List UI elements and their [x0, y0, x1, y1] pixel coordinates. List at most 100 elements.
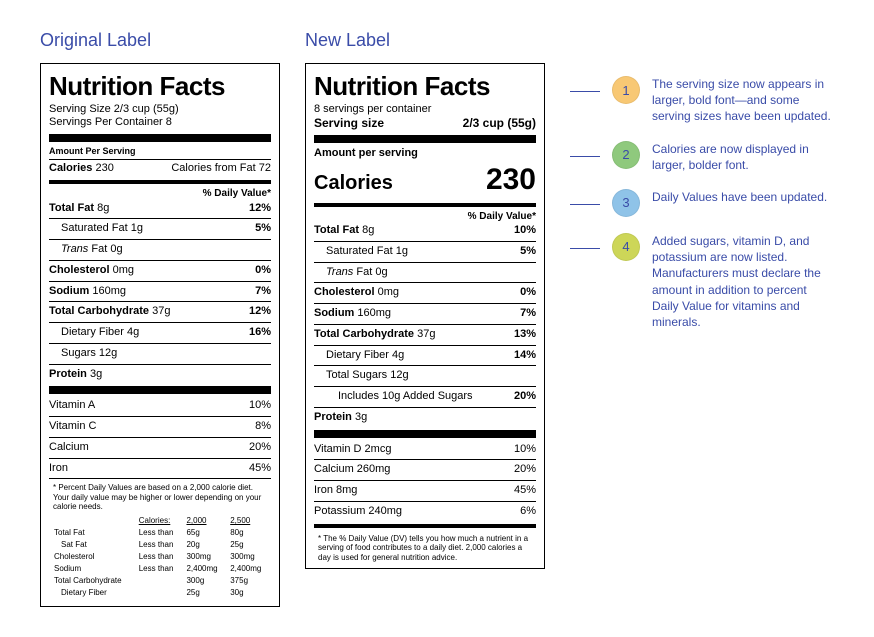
callout-text: Daily Values have been updated. [652, 189, 827, 205]
rule [314, 324, 536, 325]
new-servings-per: 8 servings per container [314, 103, 536, 117]
orig-vitamins: Vitamin A10% Vitamin C8% Calcium20% Iron45% [49, 398, 271, 476]
nutrient-row: Saturated Fat 1g5% [49, 221, 271, 237]
nutrient-row: Dietary Fiber 4g16% [49, 325, 271, 341]
orig-nutrients: Total Fat 8g12% Saturated Fat 1g5% Trans F… [49, 201, 271, 383]
vitamin-row: Iron45% [49, 461, 271, 477]
vitamin-row: Vitamin A10% [49, 398, 271, 414]
rule [314, 524, 536, 528]
new-label-box: Nutrition Facts 8 servings per container… [305, 63, 545, 569]
rule [314, 303, 536, 304]
new-title: New Label [305, 30, 545, 51]
callout-text: Added sugars, vitamin D, and potassium a… [652, 233, 834, 330]
nutrient-row: Protein 3g [49, 367, 271, 383]
rule [49, 437, 271, 438]
original-title: Original Label [40, 30, 280, 51]
new-vitamins: Vitamin D 2mcg10% Calcium 260mg20% Iron 8m… [314, 442, 536, 520]
nutrient-row: Sugars 12g [49, 346, 271, 362]
callouts-column: 1The serving size now appears in larger,… [570, 30, 834, 346]
rule [314, 365, 536, 366]
callout: 2 Calories are now displayed in larger, b… [570, 141, 834, 173]
nutrient-row: Total Fat 8g10% [314, 223, 536, 239]
nutrient-row: Cholesterol 0mg0% [49, 263, 271, 279]
new-footnote: * The % Daily Value (DV) tells you how m… [314, 532, 536, 563]
vitamin-row: Vitamin D 2mcg10% [314, 442, 536, 458]
orig-footnote: * Percent Daily Values are based on a 2,… [49, 481, 271, 512]
orig-servings-per: Servings Per Container 8 [49, 116, 271, 130]
nutrient-row: Total Fat 8g12% [49, 201, 271, 217]
rule [49, 364, 271, 365]
new-dv-head: % Daily Value* [314, 211, 536, 224]
new-amount-per-serving: Amount per serving [314, 147, 536, 161]
rule [49, 134, 271, 142]
nutrient-row: Protein 3g [314, 410, 536, 426]
orig-serving-size: Serving Size 2/3 cup (55g) [49, 103, 271, 117]
nutrient-row: Total Carbohydrate 37g13% [314, 327, 536, 343]
new-serving-size-row: Serving size 2/3 cup (55g) [314, 116, 536, 131]
rule [49, 281, 271, 282]
orig-calories-row: Calories 230 Calories from Fat 72 [49, 162, 271, 176]
rule [314, 501, 536, 502]
rule [314, 459, 536, 460]
callout-badge: 4 [612, 233, 640, 261]
vitamin-row: Iron 8mg45% [314, 483, 536, 499]
rule [314, 430, 536, 438]
nutrient-row: Sodium 160mg7% [314, 306, 536, 322]
nutrient-row: Sodium 160mg7% [49, 284, 271, 300]
nf-heading: Nutrition Facts [49, 70, 271, 103]
callout: 1The serving size now appears in larger,… [570, 76, 834, 125]
rule [49, 478, 271, 479]
original-column: Original Label Nutrition Facts Serving S… [40, 30, 280, 607]
rule [49, 458, 271, 459]
rule [314, 282, 536, 283]
callout: 4 Added sugars, vitamin D, and potassium … [570, 233, 834, 330]
rule [49, 343, 271, 344]
nutrient-row: Saturated Fat 1g5% [314, 244, 536, 260]
rule [49, 386, 271, 394]
nf-heading-new: Nutrition Facts [314, 70, 536, 103]
nutrient-row: Total Carbohydrate 37g12% [49, 304, 271, 320]
original-label-box: Nutrition Facts Serving Size 2/3 cup (55… [40, 63, 280, 607]
new-nutrients: Total Fat 8g10% Saturated Fat 1g5% Trans F… [314, 223, 536, 426]
callout-connector [570, 204, 600, 205]
rule [314, 203, 536, 207]
orig-ref-table: Calories:2,0002,500 Total FatLess than65… [49, 514, 271, 600]
callout-connector [570, 248, 600, 249]
vitamin-row: Calcium20% [49, 440, 271, 456]
rule [49, 322, 271, 323]
rule [314, 241, 536, 242]
rule [49, 239, 271, 240]
nutrient-row: Trans Fat 0g [314, 265, 536, 281]
orig-dv-head: % Daily Value* [49, 188, 271, 201]
rule [49, 180, 271, 184]
rule [49, 260, 271, 261]
callout-badge: 2 [612, 141, 640, 169]
comparison-container: Original Label Nutrition Facts Serving S… [40, 30, 834, 607]
rule [314, 480, 536, 481]
rule [314, 386, 536, 387]
rule [49, 416, 271, 417]
orig-cal-from-fat: Calories from Fat 72 [171, 162, 271, 176]
rule [314, 345, 536, 346]
nutrient-row: Dietary Fiber 4g14% [314, 348, 536, 364]
callout-badge: 3 [612, 189, 640, 217]
vitamin-row: Potassium 240mg6% [314, 504, 536, 520]
nutrient-row: Includes 10g Added Sugars20% [314, 389, 536, 405]
callout-connector [570, 156, 600, 157]
nutrient-row: Cholesterol 0mg0% [314, 285, 536, 301]
rule [49, 301, 271, 302]
callout-text: The serving size now appears in larger, … [652, 76, 834, 125]
callout: 3 Daily Values have been updated. [570, 189, 834, 217]
vitamin-row: Vitamin C8% [49, 419, 271, 435]
new-column: New Label Nutrition Facts 8 servings per… [305, 30, 545, 569]
nutrient-row: Trans Fat 0g [49, 242, 271, 258]
rule [314, 135, 536, 143]
new-calories-row: Calories 230 [314, 161, 536, 199]
rule [49, 159, 271, 160]
callout-connector [570, 91, 600, 92]
callout-text: Calories are now displayed in larger, bo… [652, 141, 834, 173]
vitamin-row: Calcium 260mg20% [314, 462, 536, 478]
rule [314, 407, 536, 408]
nutrient-row: Total Sugars 12g [314, 368, 536, 384]
orig-amount-per-serving: Amount Per Serving [49, 146, 271, 157]
